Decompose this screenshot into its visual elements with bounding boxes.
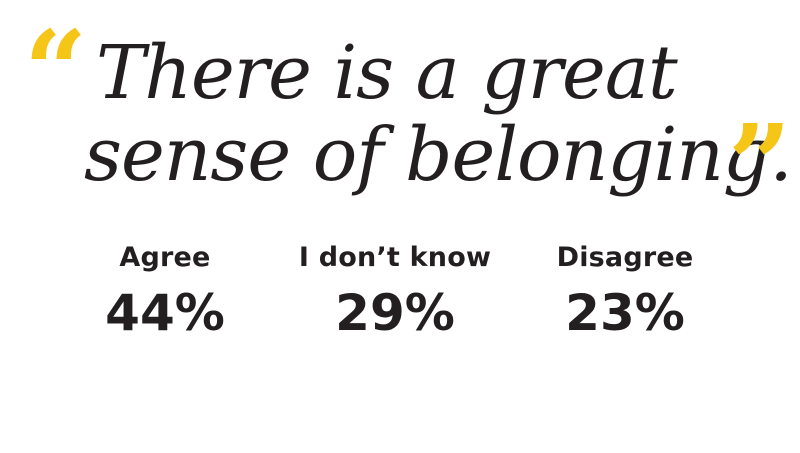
stat-dont-know: I don’t know 29%	[285, 242, 505, 338]
stat-value: 23%	[565, 284, 685, 343]
stat-agree: Agree 44%	[100, 242, 230, 338]
stat-label: Agree	[119, 242, 211, 273]
quote-line-2: sense of belonging.	[84, 112, 793, 198]
stat-label: I don’t know	[298, 242, 492, 273]
stat-disagree: Disagree 23%	[540, 242, 710, 338]
stat-value: 44%	[105, 284, 225, 343]
close-quote-icon: ”	[728, 100, 792, 229]
stat-label: Disagree	[556, 242, 694, 273]
stat-value: 29%	[335, 284, 455, 343]
stats-row: Agree 44% I don’t know 29% Disagree 23%	[0, 242, 800, 352]
open-quote-icon: “	[24, 6, 88, 135]
quote-line-1: There is a great	[96, 30, 678, 116]
